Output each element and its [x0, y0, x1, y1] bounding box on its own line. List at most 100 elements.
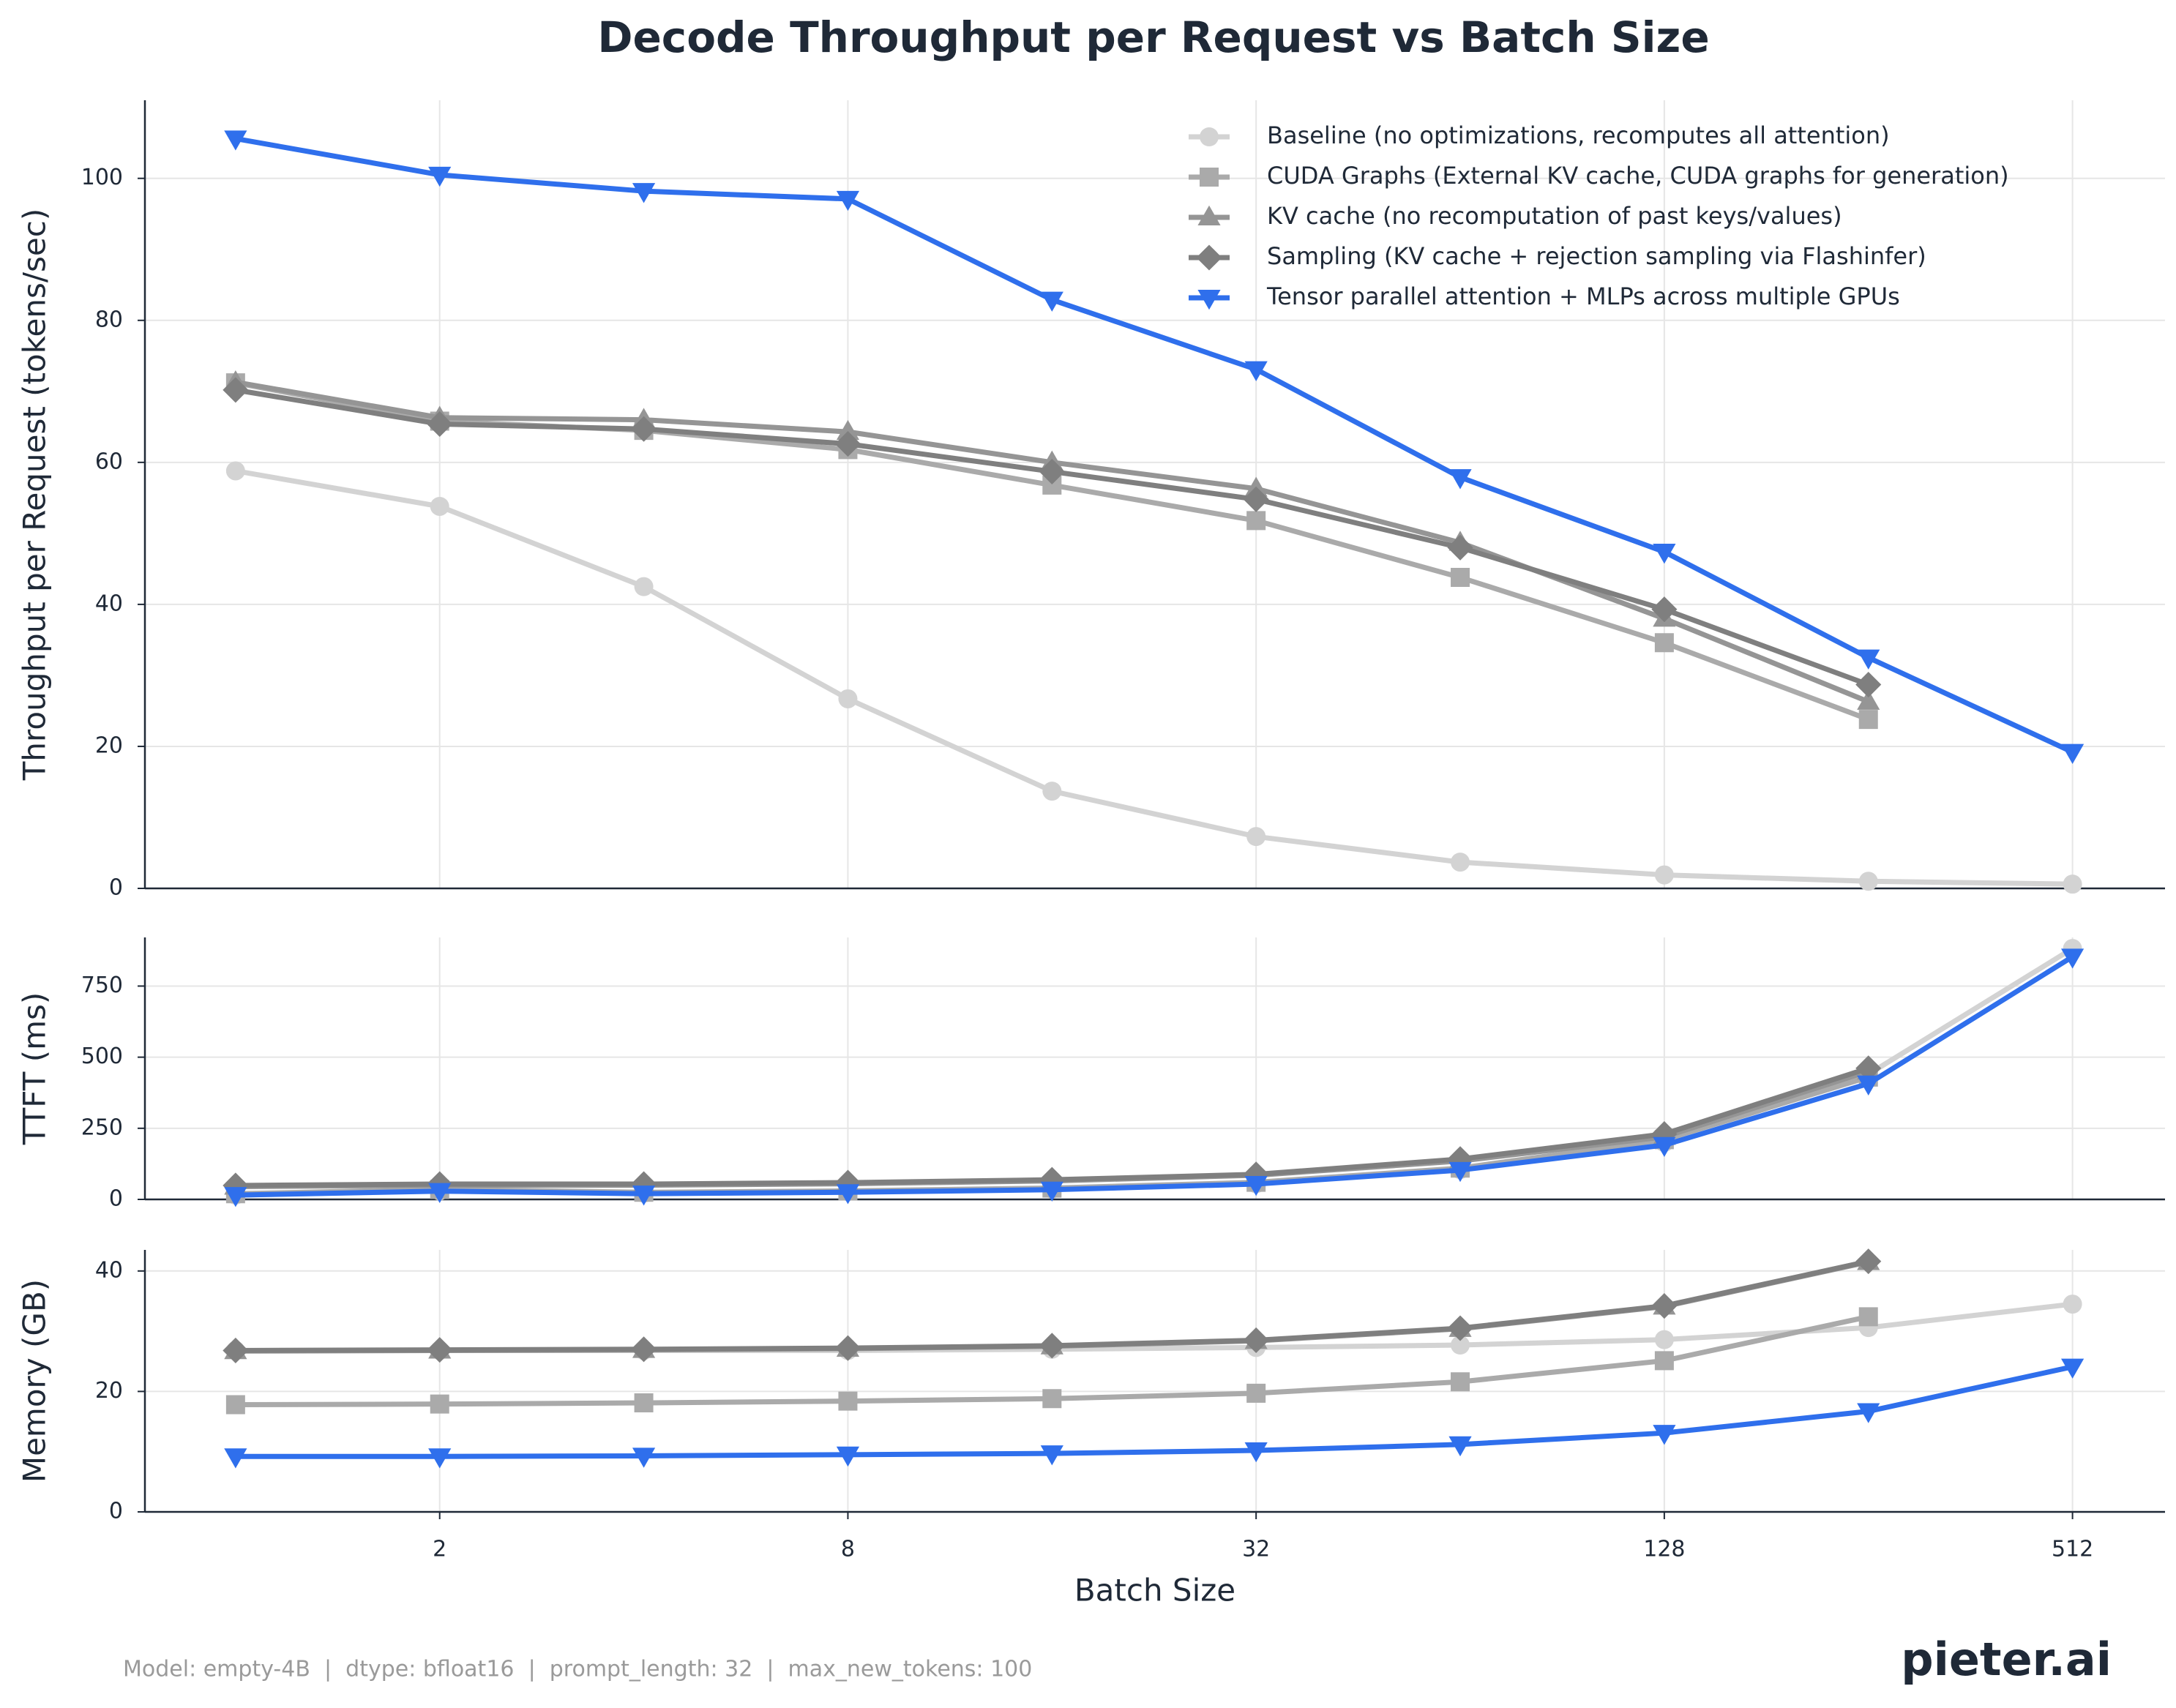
data-point	[430, 1394, 449, 1414]
data-point	[1857, 1403, 1880, 1423]
y-tick-label: 20	[95, 733, 123, 758]
data-point	[1042, 1389, 1062, 1409]
data-point	[1653, 1136, 1676, 1158]
data-point	[428, 166, 452, 187]
data-point	[836, 190, 860, 211]
y-tick-label: 0	[109, 1186, 123, 1212]
data-point	[428, 1448, 452, 1469]
data-point	[1244, 1442, 1268, 1463]
data-point	[1042, 475, 1062, 495]
data-point	[223, 377, 249, 403]
data-point	[1451, 1336, 1470, 1355]
legend-label: Sampling (KV cache + rejection sampling …	[1267, 242, 1926, 270]
data-point	[224, 1448, 247, 1469]
y-tick-label: 60	[95, 449, 123, 474]
data-point	[1244, 1175, 1268, 1196]
data-point	[1448, 1436, 1472, 1457]
series-line	[235, 135, 2074, 754]
data-point	[1855, 1055, 1882, 1082]
legend-marker	[1197, 205, 1221, 226]
data-point	[1039, 1333, 1065, 1359]
data-point	[1246, 1383, 1266, 1403]
x-tick-label: 8	[841, 1537, 855, 1562]
data-point	[2061, 1358, 2085, 1379]
data-point	[632, 183, 656, 203]
y-tick-label: 100	[81, 165, 123, 190]
data-point	[1858, 710, 1878, 730]
x-tick-label: 2	[433, 1537, 446, 1562]
data-point	[1243, 486, 1269, 512]
data-point	[1039, 458, 1065, 485]
legend-label: Baseline (no optimizations, recomputes a…	[1267, 121, 1890, 149]
series-line	[235, 468, 2073, 887]
data-point	[634, 1393, 654, 1413]
y-tick-label: 750	[81, 973, 123, 998]
y-tick-label: 40	[95, 1257, 123, 1283]
footer-note: Model: empty-4B | dtype: bfloat16 | prom…	[123, 1657, 1032, 1682]
data-point	[1448, 1161, 1472, 1183]
data-point	[632, 1186, 656, 1206]
series-line	[235, 1364, 2074, 1459]
data-point	[838, 1391, 858, 1411]
data-point	[838, 689, 858, 708]
data-point	[1654, 1330, 1674, 1349]
data-point	[1857, 1075, 1880, 1096]
data-point	[1858, 872, 1878, 891]
x-axis-label: Batch Size	[1074, 1573, 1235, 1608]
data-point	[1451, 568, 1470, 588]
data-point	[1040, 291, 1063, 312]
data-point	[1855, 1248, 1882, 1275]
data-point	[632, 1447, 656, 1468]
data-point	[428, 1183, 452, 1203]
data-point	[1042, 782, 1062, 801]
data-point	[836, 1184, 860, 1205]
data-point	[1857, 689, 1880, 710]
data-point	[2061, 948, 2085, 969]
data-point	[1447, 534, 1473, 561]
y-tick-label: 500	[81, 1044, 123, 1069]
data-point	[1243, 1327, 1269, 1353]
y-axis-label: Throughput per Request (tokens/sec)	[17, 209, 53, 781]
legend-marker	[1196, 244, 1222, 271]
data-point	[2061, 743, 2085, 764]
y-axis-label: Memory (GB)	[17, 1279, 53, 1483]
chart-title: Decode Throughput per Request vs Batch S…	[597, 12, 1709, 62]
data-point	[834, 431, 861, 457]
data-point	[1451, 1372, 1470, 1392]
y-tick-label: 0	[109, 1499, 123, 1524]
data-point	[1447, 1315, 1473, 1341]
y-tick-label: 80	[95, 307, 123, 332]
x-tick-label: 512	[2052, 1537, 2093, 1562]
data-point	[224, 130, 247, 151]
data-point	[1244, 361, 1268, 381]
data-point	[1246, 511, 1266, 531]
legend-marker	[1200, 127, 1219, 146]
data-point	[1855, 671, 1882, 698]
data-point	[1858, 1307, 1878, 1327]
data-point	[1857, 649, 1880, 670]
logo: pieter.ai	[1901, 1633, 2112, 1686]
legend-label: Tensor parallel attention + MLPs across …	[1266, 282, 1900, 310]
data-point	[225, 1395, 245, 1415]
data-point	[224, 1187, 247, 1207]
data-point	[1040, 1445, 1063, 1466]
data-point	[225, 461, 245, 481]
data-point	[2063, 1295, 2082, 1314]
legend-label: CUDA Graphs (External KV cache, CUDA gra…	[1267, 162, 2009, 190]
data-point	[1653, 544, 1676, 564]
data-point	[836, 1446, 860, 1467]
legend-label: KV cache (no recomputation of past keys/…	[1267, 202, 1842, 230]
data-point	[1653, 1425, 1676, 1445]
data-point	[1651, 1292, 1678, 1319]
data-point	[834, 1335, 861, 1361]
data-point	[1040, 1181, 1063, 1202]
legend-marker	[1197, 289, 1221, 310]
data-point	[631, 1336, 657, 1363]
data-point	[2063, 874, 2082, 894]
data-point	[427, 411, 453, 437]
x-tick-label: 32	[1242, 1537, 1270, 1562]
data-point	[1654, 1351, 1674, 1371]
data-point	[1654, 865, 1674, 885]
